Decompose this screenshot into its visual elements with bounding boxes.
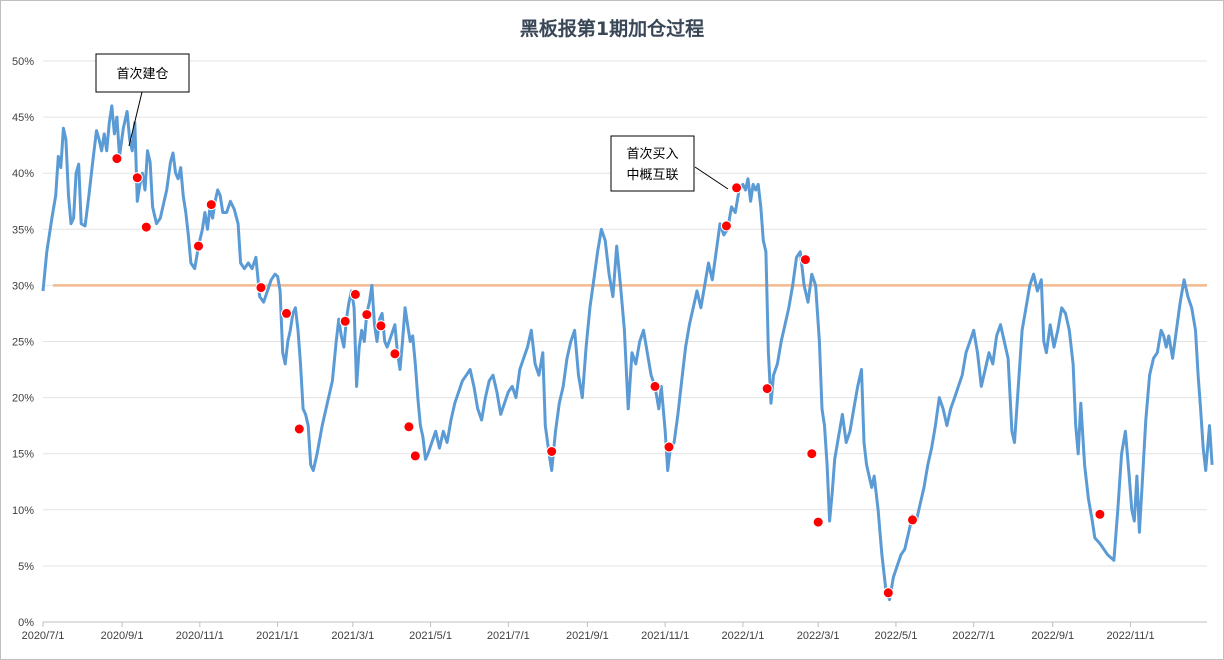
x-tick-label: 2021/1/1 — [256, 630, 299, 642]
x-tick-label: 2021/11/1 — [641, 630, 689, 642]
buy-marker — [349, 288, 361, 300]
y-tick-label: 30% — [12, 280, 34, 292]
x-tick-label: 2022/5/1 — [875, 630, 918, 642]
buy-marker — [403, 421, 415, 433]
buy-marker — [663, 441, 675, 453]
y-tick-label: 45% — [12, 112, 34, 124]
buy-marker — [293, 423, 305, 435]
annotation-box — [95, 53, 190, 93]
annotation-text-line-1: 首次买入 — [626, 146, 678, 162]
buy-marker — [140, 221, 152, 233]
annotation-first-kweb: 首次买入 中概互联 — [610, 135, 729, 192]
y-tick-label: 50% — [12, 56, 34, 68]
x-tick-label: 2020/9/1 — [101, 630, 144, 642]
x-axis-ticks: 2020/7/1 2020/9/1 2020/11/1 2021/1/1 2021/3/… — [22, 622, 1155, 642]
x-tick-label: 2020/7/1 — [22, 630, 65, 642]
x-tick-label: 2022/11/1 — [1106, 630, 1154, 642]
x-tick-label: 2021/9/1 — [566, 630, 609, 642]
y-tick-label: 5% — [18, 561, 34, 573]
buy-marker — [799, 254, 811, 266]
series-line — [41, 104, 1214, 602]
buy-marker — [339, 315, 351, 327]
buy-marker — [255, 282, 267, 294]
x-tick-label: 2022/7/1 — [952, 630, 995, 642]
x-tick-label: 2022/1/1 — [722, 630, 765, 642]
annotation-leader — [694, 166, 729, 190]
chart-title: 黑板报第1期加仓过程 — [520, 17, 704, 40]
x-tick-label: 2021/5/1 — [409, 630, 452, 642]
buy-marker — [131, 172, 143, 184]
x-tick-label: 2022/9/1 — [1031, 630, 1074, 642]
buy-marker — [649, 380, 661, 392]
y-tick-label: 0% — [18, 617, 34, 629]
buy-marker — [409, 450, 421, 462]
y-tick-label: 25% — [12, 337, 34, 349]
buy-marker — [907, 514, 918, 526]
buy-marker — [882, 587, 894, 599]
annotation-first-position: 首次建仓 — [95, 53, 190, 147]
buy-marker — [389, 348, 401, 360]
buy-marker — [375, 320, 387, 332]
annotation-text: 首次建仓 — [116, 66, 168, 82]
buy-marker — [1094, 508, 1106, 520]
y-tick-label: 40% — [12, 168, 34, 180]
y-tick-label: 35% — [12, 224, 34, 236]
buy-marker — [205, 199, 217, 211]
buy-markers — [111, 153, 1106, 599]
x-tick-label: 2021/3/1 — [331, 630, 374, 642]
buy-marker — [281, 307, 292, 319]
annotation-leader — [128, 91, 143, 147]
buy-marker — [720, 220, 732, 232]
buy-marker — [731, 182, 743, 194]
y-tick-label: 15% — [12, 449, 34, 461]
buy-marker — [812, 516, 824, 528]
x-tick-label: 2021/7/1 — [487, 630, 530, 642]
x-tick-label: 2020/11/1 — [176, 630, 224, 642]
buy-marker — [361, 309, 373, 321]
buy-marker — [761, 383, 773, 395]
annotation-box — [610, 135, 695, 192]
buy-marker — [806, 448, 818, 460]
y-tick-label: 20% — [12, 393, 34, 405]
buy-marker — [546, 446, 558, 457]
buy-marker — [111, 153, 123, 165]
y-tick-label: 10% — [12, 505, 34, 517]
x-tick-label: 2022/3/1 — [797, 630, 840, 642]
annotation-text-line-2: 中概互联 — [626, 168, 678, 183]
buy-marker — [193, 240, 204, 252]
y-axis-ticks: 0% 5% 10% 15% 20% 25% 30% 35% 40% 45% 50% — [12, 56, 34, 629]
